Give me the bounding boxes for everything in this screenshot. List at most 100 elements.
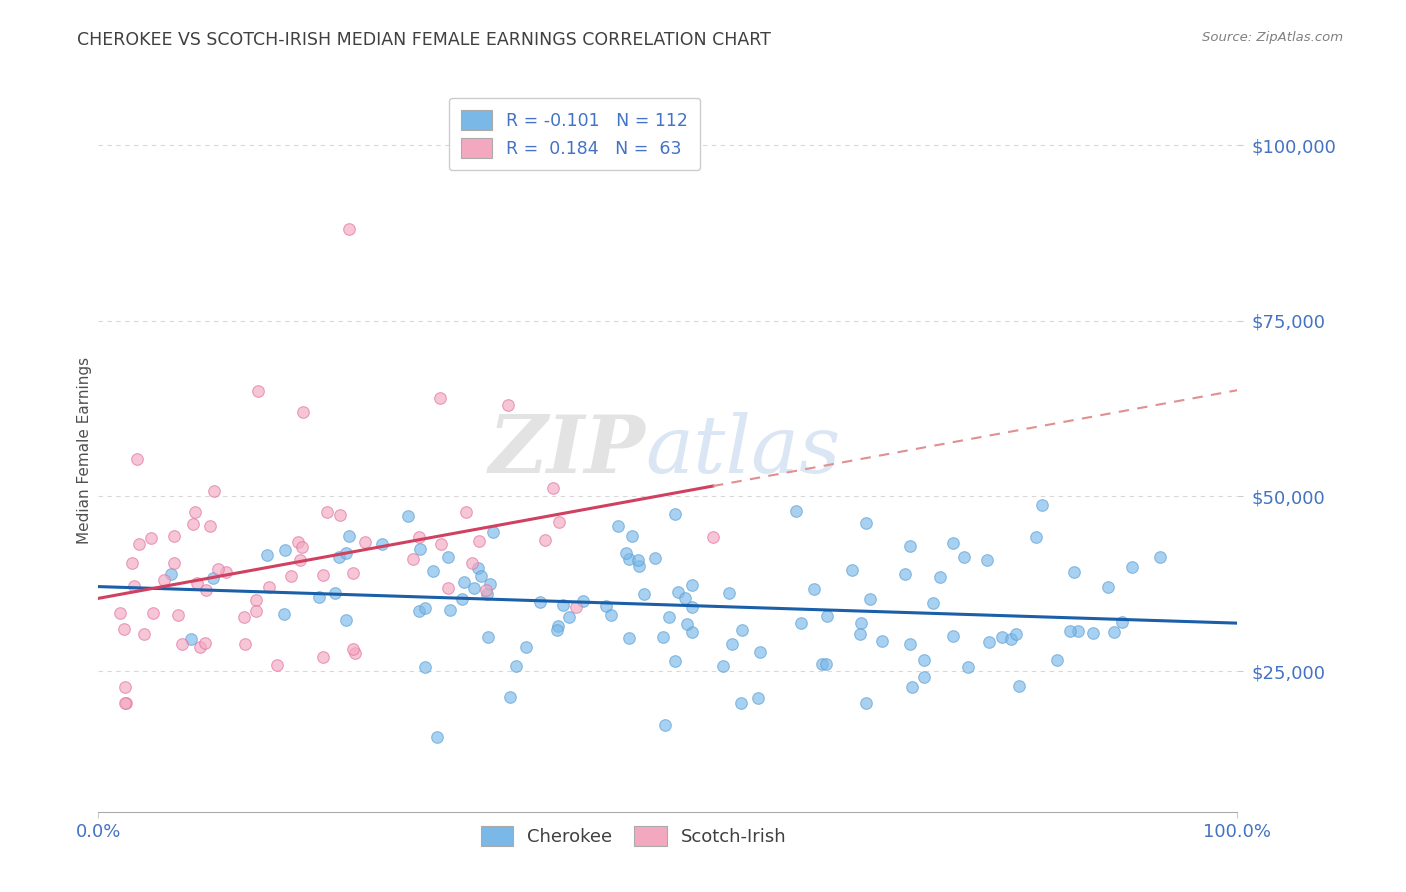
Point [413, 601, 436, 615]
Point [922, 596, 945, 610]
Point [595, 599, 617, 613]
Point [1081, 626, 1104, 640]
Point [1008, 679, 1031, 693]
Point [533, 533, 555, 547]
Point [849, 626, 872, 640]
Point [186, 575, 208, 590]
Point [572, 594, 595, 608]
Point [912, 653, 935, 667]
Point [181, 517, 204, 532]
Point [198, 519, 221, 533]
Point [600, 608, 623, 623]
Point [979, 634, 1001, 648]
Point [482, 524, 505, 539]
Point [1005, 627, 1028, 641]
Point [942, 629, 965, 643]
Point [607, 519, 630, 533]
Point [614, 546, 637, 560]
Point [215, 565, 238, 579]
Point [855, 516, 877, 530]
Point [280, 569, 302, 583]
Point [132, 627, 155, 641]
Point [541, 481, 564, 495]
Point [329, 508, 352, 523]
Point [316, 505, 339, 519]
Point [785, 504, 807, 518]
Point [337, 222, 360, 236]
Point [855, 696, 877, 710]
Point [617, 552, 640, 566]
Point [463, 581, 485, 595]
Point [167, 608, 190, 623]
Point [245, 593, 267, 607]
Point [858, 592, 880, 607]
Point [673, 591, 696, 606]
Point [312, 567, 335, 582]
Point [292, 405, 315, 419]
Point [128, 537, 150, 551]
Point [408, 604, 430, 618]
Point [163, 556, 186, 570]
Point [547, 515, 569, 529]
Point [342, 641, 364, 656]
Point [711, 659, 734, 673]
Point [658, 610, 681, 624]
Point [233, 610, 256, 624]
Point [547, 619, 569, 633]
Point [546, 624, 568, 638]
Text: atlas: atlas [645, 412, 841, 489]
Point [256, 548, 278, 562]
Point [426, 730, 449, 744]
Point [893, 567, 915, 582]
Point [114, 696, 136, 710]
Point [114, 680, 136, 694]
Point [160, 566, 183, 581]
Point [976, 553, 998, 567]
Point [437, 550, 460, 565]
Point [245, 604, 267, 618]
Point [1046, 653, 1069, 667]
Point [529, 595, 551, 609]
Point [651, 630, 673, 644]
Point [942, 536, 965, 550]
Point [1121, 560, 1143, 574]
Point [344, 646, 367, 660]
Point [328, 549, 350, 564]
Point [991, 630, 1014, 644]
Point [515, 640, 537, 654]
Point [664, 654, 686, 668]
Text: ZIP: ZIP [488, 412, 645, 489]
Point [900, 680, 922, 694]
Point [681, 625, 703, 640]
Point [273, 607, 295, 621]
Point [430, 537, 453, 551]
Point [194, 582, 217, 597]
Point [1102, 625, 1125, 640]
Point [498, 398, 520, 412]
Point [202, 571, 225, 585]
Point [467, 561, 489, 575]
Point [122, 579, 145, 593]
Point [290, 553, 312, 567]
Point [747, 690, 769, 705]
Point [125, 452, 148, 467]
Point [1097, 580, 1119, 594]
Point [814, 657, 837, 671]
Point [1063, 566, 1085, 580]
Point [170, 637, 193, 651]
Text: Source: ZipAtlas.com: Source: ZipAtlas.com [1202, 31, 1343, 45]
Point [627, 558, 650, 573]
Point [702, 530, 724, 544]
Point [1025, 530, 1047, 544]
Point [499, 690, 522, 704]
Point [470, 569, 492, 583]
Point [353, 534, 375, 549]
Point [1067, 624, 1090, 638]
Point [142, 607, 165, 621]
Point [475, 583, 498, 598]
Point [644, 551, 666, 566]
Point [139, 531, 162, 545]
Point [633, 587, 655, 601]
Point [408, 531, 430, 545]
Point [453, 574, 475, 589]
